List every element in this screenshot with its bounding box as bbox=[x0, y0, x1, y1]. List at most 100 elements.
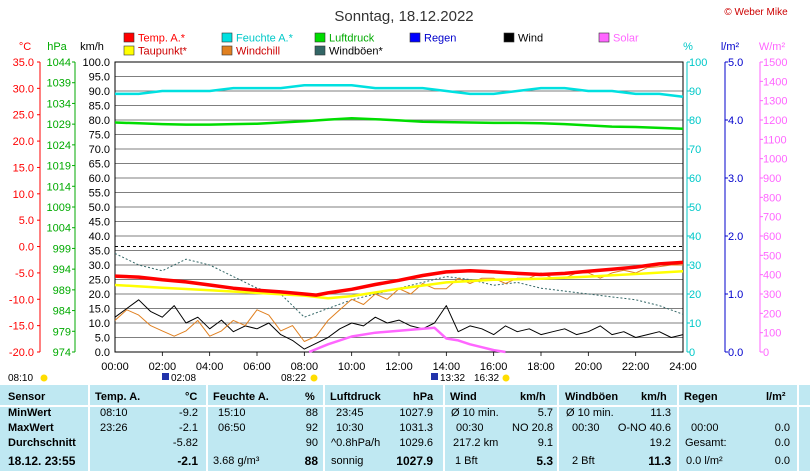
wind-axis-tick-label: 5.0 bbox=[95, 333, 110, 345]
col-temp-title: Temp. A. bbox=[95, 391, 141, 403]
moon-icon bbox=[162, 373, 169, 380]
gust-current-value: 11.3 bbox=[648, 454, 671, 468]
humidity-axis-tick-label: 50 bbox=[689, 202, 701, 214]
series-line-luftdruck bbox=[114, 117, 684, 130]
series-line-solar bbox=[308, 326, 506, 354]
wind-axis-tick-label: 30.0 bbox=[89, 260, 110, 272]
x-tick-label: 24:00 bbox=[669, 361, 697, 373]
rain-axis-tick-label: 2.0 bbox=[728, 231, 743, 243]
wind-beaufort: 1 Bft bbox=[455, 455, 478, 467]
solar-axis-tick-label: 400 bbox=[763, 270, 781, 282]
weather-chart: Sonntag, 18.12.2022 © Weber Mike Temp. A… bbox=[8, 7, 788, 384]
col-hum-unit: % bbox=[305, 391, 315, 403]
col-rain-title: Regen bbox=[684, 391, 718, 403]
legend-swatch bbox=[409, 32, 421, 43]
rain-total-label: Gesamt: bbox=[685, 437, 727, 449]
temp-axis-tick-label: -10.0 bbox=[9, 294, 34, 306]
wind-axis-tick-label: 60.0 bbox=[89, 173, 110, 185]
legend-label: Taupunkt* bbox=[138, 46, 188, 58]
unit-humidity: % bbox=[683, 41, 693, 53]
series-line-feuchtea bbox=[115, 83, 684, 99]
x-tick-label: 22:00 bbox=[622, 361, 650, 373]
row-label-max: MaxWert bbox=[8, 422, 54, 434]
press-max-time: 10:30 bbox=[336, 422, 364, 434]
wind-axis-tick-label: 75.0 bbox=[89, 130, 110, 142]
wind-axis-tick-label: 35.0 bbox=[89, 246, 110, 258]
legend-label: Feuchte A.* bbox=[236, 33, 294, 45]
solar-axis-tick-label: 600 bbox=[763, 231, 781, 243]
gust-max-value: O-NO 40.6 bbox=[617, 422, 671, 434]
pressure-axis-tick-label: 1019 bbox=[47, 161, 71, 173]
rain-max-value: 0.0 bbox=[774, 422, 790, 434]
x-tick-label: 00:00 bbox=[101, 361, 129, 373]
unit-temp: °C bbox=[19, 41, 31, 53]
copyright-label: © Weber Mike bbox=[724, 7, 788, 18]
wind-axis-tick-label: 20.0 bbox=[89, 289, 110, 301]
press-min-time: 23:45 bbox=[336, 407, 364, 419]
temp-axis-tick-label: -5.0 bbox=[15, 268, 34, 280]
temp-current-value: -2.1 bbox=[177, 454, 198, 468]
wind-axis-tick-label: 90.0 bbox=[89, 86, 110, 98]
humidity-axis-tick-label: 20 bbox=[689, 289, 701, 301]
wind-10min-value: 5.7 bbox=[537, 407, 553, 419]
solar-axis-tick-label: 1400 bbox=[763, 76, 787, 88]
col-gust-unit: km/h bbox=[641, 391, 667, 403]
humidity-axis-tick-label: 60 bbox=[689, 173, 701, 185]
pressure-axis-tick-label: 989 bbox=[53, 285, 71, 297]
temp-axis-tick-label: 25.0 bbox=[13, 110, 34, 122]
pressure-axis-tick-label: 1029 bbox=[47, 119, 71, 131]
moon-icon bbox=[431, 373, 438, 380]
hum-min-value: 88 bbox=[305, 407, 318, 419]
wind-axis-tick-label: 100.0 bbox=[82, 57, 110, 69]
pressure-axis-tick-label: 1034 bbox=[47, 98, 71, 110]
col-sensor-title: Sensor bbox=[8, 391, 46, 403]
wind-axis-tick-label: 80.0 bbox=[89, 115, 110, 127]
temp-axis-tick-label: 35.0 bbox=[13, 57, 34, 69]
wind-axis-tick-label: 50.0 bbox=[89, 202, 110, 214]
pressure-axis-tick-label: 994 bbox=[53, 264, 71, 276]
temp-max-time: 23:26 bbox=[100, 422, 128, 434]
rain-axis-tick-label: 1.0 bbox=[728, 289, 743, 301]
wind-avg-value: 9.1 bbox=[537, 437, 553, 449]
humidity-axis-tick-label: 40 bbox=[689, 231, 701, 243]
col-press-title: Luftdruck bbox=[330, 391, 381, 403]
temp-axis-tick-label: -15.0 bbox=[9, 321, 34, 333]
temp-avg-value: -5.82 bbox=[172, 437, 198, 449]
pressure-axis-tick-label: 1039 bbox=[47, 78, 71, 90]
legend-swatch bbox=[598, 32, 610, 43]
x-tick-label: 04:00 bbox=[196, 361, 224, 373]
legend-swatch bbox=[314, 45, 326, 56]
x-tick-label: 02:00 bbox=[149, 361, 177, 373]
gust-avg-value: 19.2 bbox=[649, 437, 671, 449]
gust-10min-value: 11.3 bbox=[650, 407, 671, 419]
temp-max-value: -2.1 bbox=[179, 422, 198, 434]
marker-sunrise: 08:10 bbox=[8, 373, 33, 384]
pressure-axis-tick-label: 1044 bbox=[47, 57, 71, 69]
chart-title: Sonntag, 18.12.2022 bbox=[334, 8, 473, 25]
pressure-axis-tick-label: 1014 bbox=[47, 181, 71, 193]
marker-solar-noon: 02:08 bbox=[171, 373, 196, 384]
unit-rain: l/m² bbox=[721, 41, 740, 53]
pressure-axis-tick-label: 979 bbox=[53, 326, 71, 338]
temp-axis-tick-label: -20.0 bbox=[9, 347, 34, 359]
humidity-axis-tick-label: 100 bbox=[689, 57, 707, 69]
temp-axis-tick-label: 5.0 bbox=[19, 215, 34, 227]
col-hum-title: Feuchte A. bbox=[213, 391, 269, 403]
series-line-wind bbox=[114, 299, 684, 350]
solar-axis-tick-label: 100 bbox=[763, 328, 781, 340]
solar-axis-tick-label: 1200 bbox=[763, 115, 787, 127]
humidity-axis-tick-label: 0 bbox=[689, 347, 695, 359]
wind-axis-tick-label: 85.0 bbox=[89, 101, 110, 113]
solar-axis-tick-label: 1100 bbox=[763, 134, 787, 146]
hum-abs-humidity: 3.68 g/m³ bbox=[213, 455, 260, 467]
legend-swatch bbox=[221, 32, 233, 43]
solar-axis-tick-label: 0 bbox=[763, 347, 769, 359]
stats-table: Sensor Temp. A. °C Feuchte A. % Luftdruc… bbox=[0, 385, 810, 471]
wind-axis-tick-label: 25.0 bbox=[89, 275, 110, 287]
legend-swatch bbox=[123, 45, 135, 56]
press-avg-value: 1029.6 bbox=[399, 437, 433, 449]
gust-max-time: 00:30 bbox=[572, 422, 600, 434]
pressure-axis-tick-label: 1009 bbox=[47, 202, 71, 214]
pressure-axis-tick-label: 1004 bbox=[47, 223, 71, 235]
chart-series bbox=[114, 83, 684, 354]
